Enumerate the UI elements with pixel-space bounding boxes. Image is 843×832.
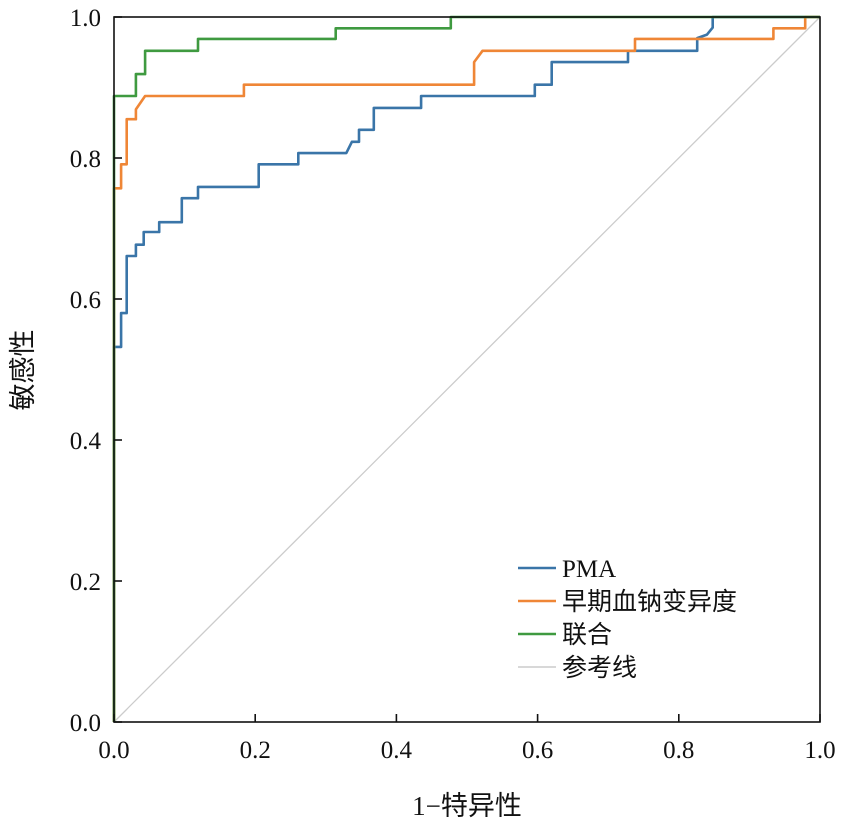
x-axis-label: 1−特异性: [412, 791, 522, 821]
series-line-3: [113, 16, 821, 723]
x-tick-label: 0.2: [240, 737, 271, 764]
y-tick-label: 0.8: [70, 146, 101, 173]
x-tick-label: 0.4: [381, 737, 413, 764]
y-tick-label: 1.0: [70, 5, 101, 32]
x-tick-label: 0.8: [663, 737, 694, 764]
series-line-2: [112, 15, 820, 722]
plot-frame: [113, 16, 821, 723]
y-tick-label: 0.4: [70, 428, 102, 455]
series-line-0: [112, 15, 820, 722]
legend-label: 早期血钠变异度: [562, 588, 737, 616]
y-tick-label: 0.0: [70, 710, 101, 737]
legend-label: 参考线: [562, 654, 637, 682]
ticks-layer: 0.0 0.2 0.4 0.6 0.8 1.0 0.0 0.2 0.4 0.6 0.8 1.0: [70, 5, 836, 764]
legend-label: PMA: [562, 556, 616, 583]
y-tick-label: 0.6: [70, 287, 101, 314]
y-tick-label: 0.2: [70, 569, 101, 596]
legend-label: 联合: [562, 621, 612, 649]
series-layer: [112, 15, 821, 723]
series-line-1: [112, 15, 820, 722]
x-tick-label: 1.0: [804, 737, 835, 764]
x-tick-label: 0.6: [522, 737, 553, 764]
x-tick-label: 0.0: [98, 737, 129, 764]
y-axis-label: 敏感性: [8, 330, 38, 411]
